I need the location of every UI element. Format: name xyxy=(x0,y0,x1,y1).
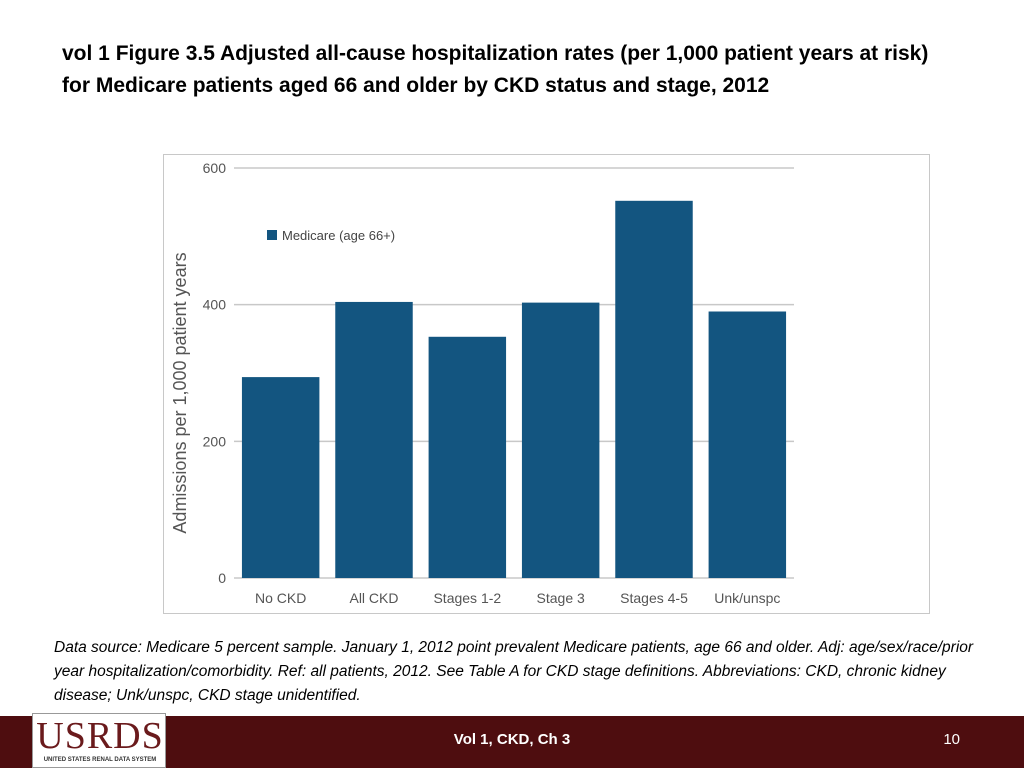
bar xyxy=(428,336,507,578)
logo-subtext: UNITED STATES RENAL DATA SYSTEM xyxy=(43,757,157,763)
footer-bar xyxy=(0,716,1024,768)
logo-text: USRDS xyxy=(36,715,164,757)
y-tick-label: 400 xyxy=(203,297,227,313)
x-tick-label: Stages 1-2 xyxy=(433,590,501,606)
y-axis-label: Admissions per 1,000 patient years xyxy=(170,252,190,533)
slide-title: vol 1 Figure 3.5 Adjusted all-cause hosp… xyxy=(62,42,929,97)
legend-swatch xyxy=(267,230,277,240)
x-tick-label: Stage 3 xyxy=(537,590,585,606)
bar xyxy=(335,301,413,578)
y-tick-label: 200 xyxy=(203,433,227,449)
data-source-note: Data source: Medicare 5 percent sample. … xyxy=(54,639,974,704)
x-tick-label: All CKD xyxy=(349,590,398,606)
y-tick-label: 0 xyxy=(218,570,226,586)
chart-frame: 0 200 400 600 No CKD All CKD Stages 1-2 Stage 3… xyxy=(163,154,930,614)
bar xyxy=(615,200,693,579)
bar xyxy=(241,377,320,578)
legend-label: Medicare (age 66+) xyxy=(282,228,395,243)
y-tick-label: 600 xyxy=(203,160,227,176)
bar xyxy=(708,311,787,578)
page-number: 10 xyxy=(943,731,960,748)
footer-chapter-label: Vol 1, CKD, Ch 3 xyxy=(453,731,571,748)
bar xyxy=(521,302,600,578)
bar-chart: 0 200 400 600 No CKD All CKD Stages 1-2 Stage 3… xyxy=(170,160,794,606)
x-tick-label: Stages 4-5 xyxy=(620,590,688,606)
x-tick-label: No CKD xyxy=(255,590,306,606)
usrds-logo: USRDS UNITED STATES RENAL DATA SYSTEM xyxy=(32,713,166,768)
x-tick-label: Unk/unspc xyxy=(714,590,780,606)
